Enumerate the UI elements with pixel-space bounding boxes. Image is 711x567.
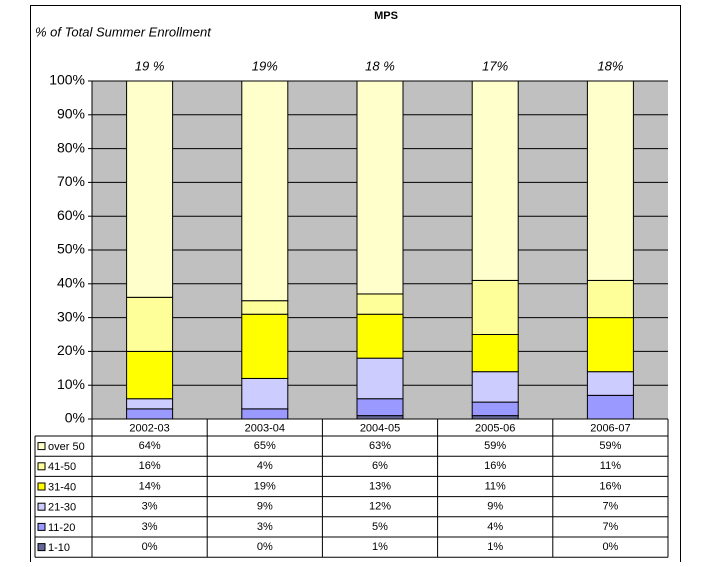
table-value: 64%	[139, 440, 161, 452]
y-tick-label: 60%	[57, 207, 85, 223]
y-tick-label: 20%	[57, 342, 85, 358]
table-value: 9%	[487, 501, 503, 513]
y-axis-label: % of Total Summer Enrollment	[35, 24, 212, 39]
table-value: 6%	[372, 460, 388, 472]
chart-title: MPS	[374, 10, 398, 22]
bar-segment	[241, 313, 289, 379]
bar-segment	[241, 408, 289, 420]
table-value: 1%	[372, 541, 388, 553]
legend-label: over 50	[48, 441, 85, 453]
bar-segment	[586, 279, 634, 319]
legend-key	[37, 502, 46, 511]
bar-segment	[126, 408, 174, 420]
bar-segment	[126, 80, 174, 298]
x-tick-label: 2003-04	[245, 422, 285, 434]
y-tick-label: 0%	[65, 410, 85, 426]
x-tick-label: 2005-06	[475, 422, 515, 434]
table-value: 3%	[142, 521, 158, 533]
table-value: 9%	[257, 501, 273, 513]
bar-segment	[356, 80, 404, 295]
bar-segment	[241, 80, 289, 302]
table-value: 3%	[257, 521, 273, 533]
legend-key	[37, 462, 46, 471]
y-tick-label: 50%	[57, 241, 85, 257]
x-tick-label: 2006-07	[590, 422, 630, 434]
table-value: 59%	[484, 440, 506, 452]
table-value: 11%	[485, 480, 506, 492]
table-value: 16%	[484, 460, 506, 472]
legend-label: 1-10	[48, 542, 70, 554]
legend-label: 41-50	[48, 461, 76, 473]
y-tick-label: 10%	[57, 376, 85, 392]
bar-segment	[586, 80, 634, 281]
y-tick-label: 90%	[57, 106, 85, 122]
bar-segment	[356, 357, 404, 400]
x-tick-label: 2004-05	[360, 422, 400, 434]
y-tick-label: 40%	[57, 275, 85, 291]
table-value: 13%	[369, 480, 391, 492]
bar-segment	[471, 334, 519, 373]
bar-annotation: 19 %	[135, 58, 165, 73]
table-value: 11%	[600, 460, 621, 472]
table-value: 0%	[257, 541, 273, 553]
table-value: 12%	[369, 501, 391, 513]
table-value: 4%	[257, 460, 273, 472]
bar-annotation: 17%	[482, 58, 508, 73]
table-value: 7%	[602, 501, 618, 513]
table-value: 0%	[602, 541, 618, 553]
table-value: 3%	[142, 501, 158, 513]
table-value: 0%	[142, 541, 158, 553]
legend-label: 11-20	[48, 522, 75, 534]
bar-segment	[586, 394, 634, 420]
table-value: 7%	[602, 521, 618, 533]
bar-annotation: 19%	[252, 58, 278, 73]
table-value: 1%	[487, 541, 503, 553]
legend-label: 21-30	[48, 502, 76, 514]
bar-segment	[241, 300, 289, 315]
x-tick-label: 2002-03	[129, 422, 169, 434]
bar-segment	[471, 80, 519, 281]
bar-segment	[471, 371, 519, 403]
bar-segment	[471, 415, 519, 420]
bar-segment	[356, 398, 404, 417]
table-value: 14%	[139, 480, 161, 492]
y-tick-label: 30%	[57, 308, 85, 324]
bar-segment	[241, 377, 289, 410]
bar-segment	[356, 313, 404, 359]
legend-key	[37, 543, 46, 552]
y-tick-label: 70%	[57, 173, 85, 189]
bar-segment	[586, 371, 634, 396]
table-value: 4%	[487, 521, 503, 533]
table-value: 59%	[599, 440, 621, 452]
bar-annotation: 18%	[597, 58, 623, 73]
legend-key	[37, 522, 46, 531]
bar-segment	[126, 296, 174, 352]
table-value: 65%	[254, 440, 276, 452]
bar-segment	[356, 415, 404, 420]
bar-segment	[471, 401, 519, 417]
table-value: 5%	[372, 521, 388, 533]
table-value: 16%	[599, 480, 621, 492]
table-value: 19%	[254, 480, 276, 492]
legend-key	[37, 482, 46, 491]
bar-segment	[126, 350, 174, 400]
bar-annotation: 18 %	[365, 58, 395, 73]
legend-label: 31-40	[48, 481, 76, 493]
bar-segment	[586, 317, 634, 373]
y-tick-label: 80%	[57, 139, 85, 155]
table-value: 63%	[369, 440, 391, 452]
bar-segment	[471, 279, 519, 336]
bar-segment	[356, 293, 404, 315]
legend-key	[37, 442, 46, 451]
bar-segment	[126, 398, 174, 410]
table-value: 16%	[139, 460, 161, 472]
y-tick-label: 100%	[49, 72, 85, 88]
